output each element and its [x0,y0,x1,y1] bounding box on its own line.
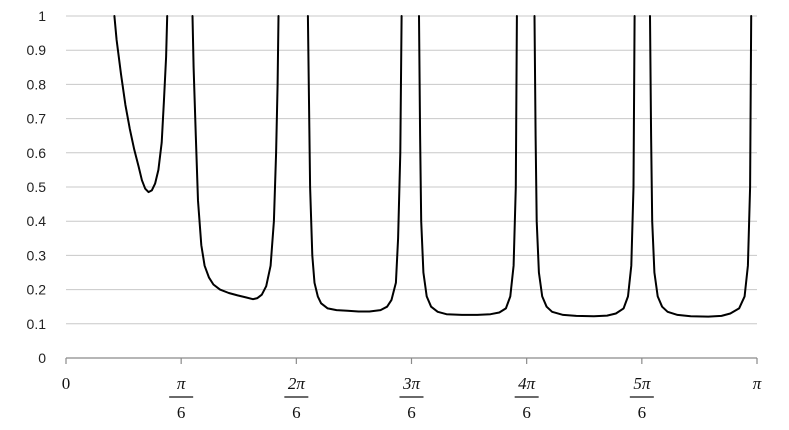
x-tick-numerator: 3π [402,374,421,393]
x-tick-numerator: 2π [288,374,306,393]
series-line-segment [191,15,280,301]
gridlines [66,15,757,325]
x-tick-numerator: 5π [633,374,651,393]
y-tick-label: 0.2 [27,282,47,298]
y-tick-label: 0.6 [27,145,47,161]
x-tick-denominator: 6 [638,403,647,422]
x-tick-denominator: 6 [177,403,186,422]
y-tick-label: 0.8 [27,76,47,92]
x-tick-label: π [753,374,762,393]
x-axis-ticks: 0 π 6 2π 6 3π 6 4π 6 5π 6 π [62,374,762,422]
y-tick-label: 0.5 [27,179,47,195]
x-tick-numerator: 4π [518,374,536,393]
series-line-segment [306,15,403,313]
x-tick-label: 0 [62,374,71,393]
x-tick-denominator: 6 [407,403,416,422]
series-curves [113,15,753,318]
series-line-segment [649,15,753,318]
y-tick-label: 0.1 [27,316,47,332]
y-tick-label: 0.9 [27,42,47,58]
x-axis [65,357,758,364]
y-tick-label: 0.3 [27,247,47,263]
x-tick-denominator: 6 [292,403,301,422]
y-tick-label: 0.4 [27,213,47,229]
y-tick-label: 0 [38,350,46,366]
y-tick-label: 0.7 [27,111,47,127]
series-line-segment [533,15,636,318]
y-axis-ticks: 0 0.1 0.2 0.3 0.4 0.5 0.6 0.7 0.8 0.9 1 [27,8,47,366]
x-tick-numerator: π [177,374,186,393]
x-tick-denominator: 6 [522,403,531,422]
y-tick-label: 1 [38,8,46,24]
series-line-segment [418,15,518,316]
series-line-segment [113,15,169,194]
